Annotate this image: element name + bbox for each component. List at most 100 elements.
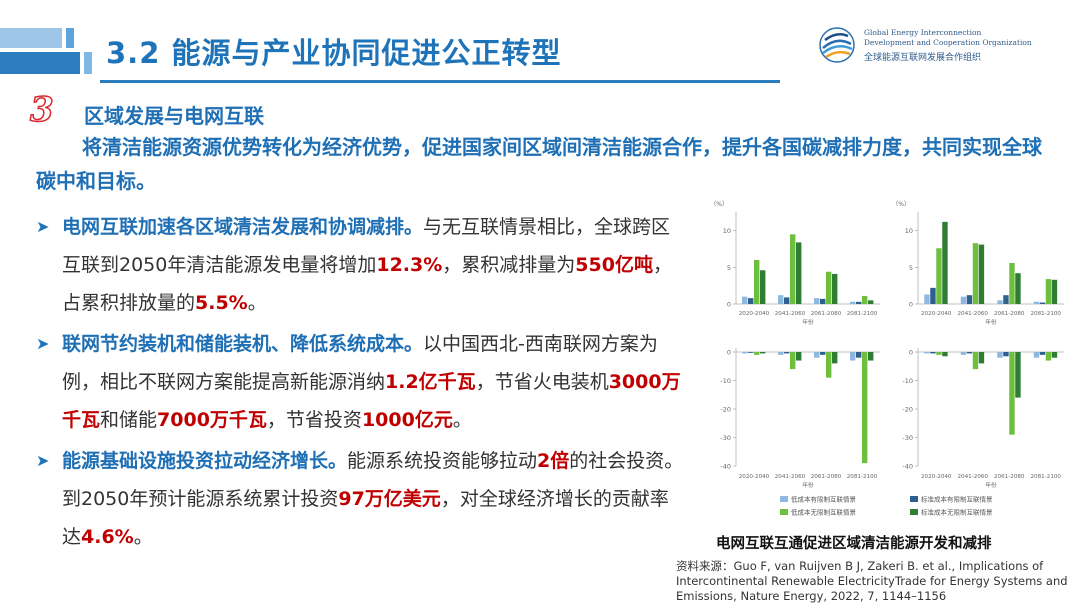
page-title: 3.2 能源与产业协同促进公正转型 <box>106 36 562 70</box>
bullet-heading: 能源基础设施投资拉动经济增长。 <box>62 450 348 472</box>
bar <box>966 295 973 304</box>
bullet-text: ，累积减排量为 <box>442 254 576 276</box>
x-tick-label: 2020-2040 <box>921 474 952 480</box>
bullet-text: ，对全球经济增长的贡献率达 <box>62 488 669 548</box>
x-axis-label: 年份 <box>802 318 814 326</box>
logo-chinese-name: 全球能源互联网发展合作组织 <box>864 53 982 63</box>
bar <box>1033 301 1040 304</box>
bullet-arrow-icon: ➤ <box>36 451 50 470</box>
bullet-text: 能源系统投资能够拉动 <box>347 450 538 472</box>
bar <box>778 295 784 304</box>
bar <box>972 243 979 304</box>
bar <box>748 352 754 353</box>
legend-label: 低成本有限制互联情景 <box>791 495 857 504</box>
bar <box>754 260 760 304</box>
legend-swatch <box>910 496 918 502</box>
x-tick-label: 2020-2040 <box>921 311 952 317</box>
y-tick-label: 5 <box>909 264 913 272</box>
bar <box>790 234 796 304</box>
x-axis-label: 年份 <box>985 481 997 489</box>
x-axis-label: 年份 <box>985 318 997 326</box>
bullet-text: ，占累积排放量的 <box>62 254 672 314</box>
bullet-list: ➤ 电网互联加速各区域清洁发展和协调减排。与无互联情景相比，全球跨区互联到2050… <box>36 208 686 559</box>
y-tick-label: 0 <box>727 349 731 357</box>
highlight-value: 4.6% <box>81 526 134 548</box>
bar <box>936 352 942 355</box>
bar <box>832 273 838 304</box>
highlight-value: 2倍 <box>537 450 570 472</box>
bar <box>1015 273 1021 304</box>
bullet-text: ，节省投资 <box>266 409 362 431</box>
bar <box>820 352 826 355</box>
x-tick-label: 2061-2080 <box>994 311 1025 317</box>
legend-label: 标准成本无限制互联情景 <box>921 508 993 517</box>
bar <box>826 352 832 378</box>
bar <box>972 352 979 370</box>
bullet-arrow-icon: ➤ <box>36 217 50 236</box>
bar <box>1039 302 1046 304</box>
bar <box>978 352 985 364</box>
bullet-text: 。 <box>452 409 472 431</box>
bar <box>942 352 948 357</box>
bar <box>760 352 766 354</box>
section-lead-text: 将清洁能源资源优势转化为经济优势，促进国家间区域间清洁能源合作，提升各国碳减排力… <box>36 135 1042 193</box>
bar <box>1015 352 1021 398</box>
bar <box>960 296 967 304</box>
bar <box>1039 352 1046 355</box>
bullet-text: ，节省火电装机 <box>475 371 609 393</box>
bar <box>862 352 868 464</box>
x-tick-label: 2061-2080 <box>994 474 1025 480</box>
source-citation: 资料来源：Guo F, van Ruijven B J, Zakeri B. e… <box>676 559 1068 603</box>
bar <box>997 352 1003 358</box>
y-tick-label: -30 <box>902 434 913 442</box>
legend-label: 低成本无限制互联情景 <box>791 508 857 517</box>
legend-label: 标准成本有限制互联情景 <box>921 495 993 504</box>
legend-swatch <box>780 496 788 502</box>
y-tick-label: -20 <box>720 406 731 414</box>
section-subtitle: 区域发展与电网互联 <box>84 104 264 128</box>
bar <box>978 244 985 304</box>
logo-english-name: Global Energy Interconnection Developmen… <box>864 28 1032 47</box>
globe-logo-icon <box>819 27 855 63</box>
bullet-heading: 电网互联加速各区域清洁发展和协调减排。 <box>62 216 424 238</box>
y-tick-label: -10 <box>720 377 731 385</box>
y-tick-label: -40 <box>720 463 731 471</box>
highlight-value: 1000亿元 <box>361 409 453 431</box>
bar <box>742 352 748 354</box>
bullet-text: 以中国西北-西南联网方案为例，相比不联网方案能提高新能源消纳 <box>62 333 658 393</box>
bullet-text: 与无互联情景相比，全球跨区互联到2050年清洁能源发电量将增加 <box>62 216 671 276</box>
organization-logo: Global Energy Interconnection Developmen… <box>818 26 1068 70</box>
bar <box>930 287 936 304</box>
bullet-item: ➤ 能源基础设施投资拉动经济增长。能源系统投资能够拉动2倍的社会投资。到2050年… <box>36 442 686 556</box>
x-tick-label: 2061-2080 <box>811 474 842 480</box>
bar <box>1033 352 1040 358</box>
bullet-heading: 联网节约装机和储能装机、降低系统成本。 <box>62 333 424 355</box>
x-axis-label: 年份 <box>802 481 814 489</box>
bullet-text: 。 <box>133 526 153 548</box>
bar-charts: 0 5 10 （%） 2020-2040 2041-2060 2061-2080 2081-2… <box>710 201 1064 517</box>
y-axis-label: （%） <box>710 201 728 208</box>
bar <box>1003 295 1009 304</box>
bar <box>784 352 790 354</box>
bar <box>754 352 760 355</box>
x-tick-label: 2081-2100 <box>847 311 878 317</box>
title-underline <box>100 80 780 83</box>
bar <box>868 352 874 361</box>
bar <box>924 294 930 304</box>
highlight-value: 7000万千瓦 <box>157 409 267 431</box>
bar <box>778 352 784 355</box>
x-tick-label: 2081-2100 <box>1031 311 1062 317</box>
bullet-arrow-icon: ➤ <box>36 334 50 353</box>
y-tick-label: 10 <box>905 227 913 235</box>
x-tick-label: 2041-2060 <box>775 474 806 480</box>
bar <box>850 301 856 304</box>
bar <box>760 270 766 304</box>
bar <box>748 298 754 304</box>
bullet-item: ➤ 电网互联加速各区域清洁发展和协调减排。与无互联情景相比，全球跨区互联到2050… <box>36 208 686 322</box>
highlight-value: 12.3% <box>376 254 443 276</box>
title-decoration <box>0 24 95 80</box>
bullet-text: 的社会投资。到2050年预计能源系统累计投资 <box>62 450 684 510</box>
x-tick-label: 2020-2040 <box>739 474 770 480</box>
bar <box>930 352 936 354</box>
highlight-value: 550亿吨 <box>575 254 653 276</box>
